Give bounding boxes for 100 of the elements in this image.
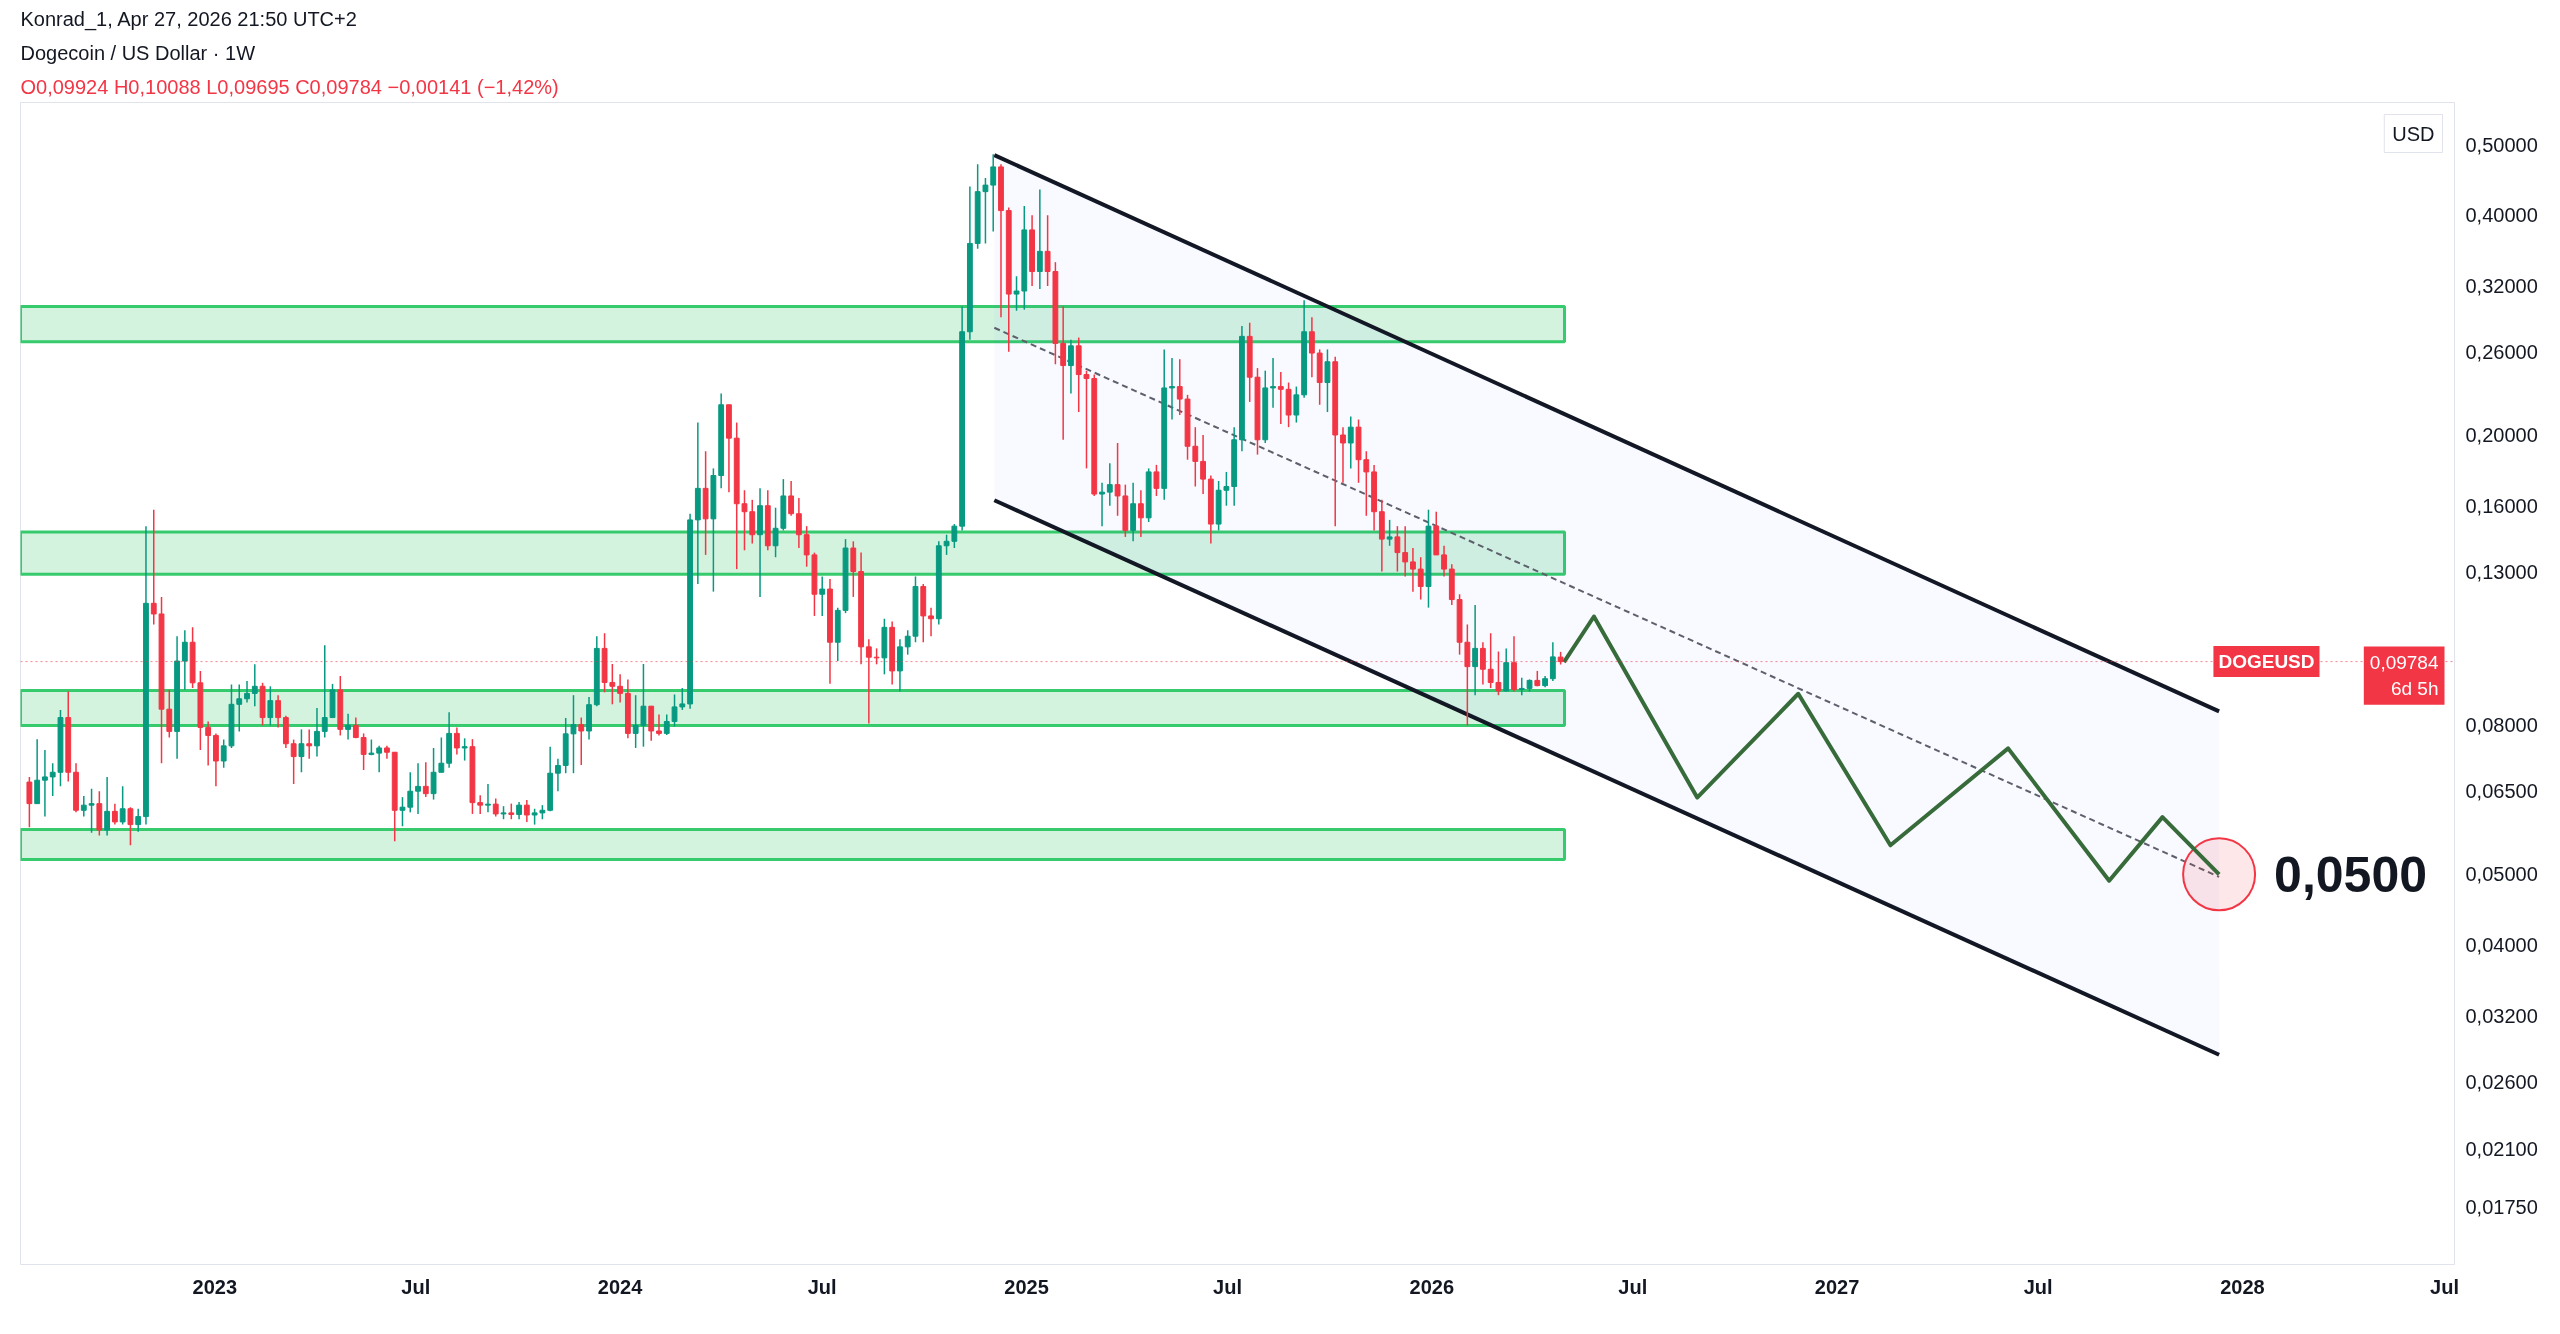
- candlestick: [1441, 545, 1447, 578]
- candlestick: [360, 732, 367, 771]
- y-tick-label: 0,02600: [2465, 1070, 2538, 1093]
- x-tick-label: Jul: [1213, 1275, 1242, 1298]
- candlestick: [244, 680, 250, 704]
- candlestick: [1549, 641, 1556, 682]
- candlestick: [1277, 371, 1284, 425]
- candlestick: [819, 575, 826, 617]
- candlestick: [220, 738, 227, 769]
- candlestick: [772, 506, 779, 558]
- candlestick: [251, 663, 258, 707]
- candlestick: [80, 795, 87, 818]
- candlestick: [1200, 434, 1206, 495]
- candlestick: [865, 638, 872, 725]
- candlestick: [555, 758, 561, 792]
- candlestick: [298, 728, 305, 774]
- candlestick: [430, 747, 437, 801]
- x-tick-label: 2028: [2220, 1275, 2265, 1298]
- candlestick: [1114, 442, 1121, 517]
- candlestick: [376, 745, 383, 774]
- candlestick: [26, 776, 33, 829]
- x-tick-label: Jul: [401, 1275, 431, 1298]
- y-tick-label: 0,05000: [2465, 863, 2538, 886]
- candlestick: [1223, 471, 1230, 507]
- candlestick: [570, 694, 577, 774]
- x-tick-label: Jul: [2023, 1275, 2053, 1298]
- candlestick: [1308, 316, 1315, 378]
- candlestick: [422, 761, 429, 798]
- candlestick: [1386, 519, 1393, 547]
- candlestick: [1324, 348, 1331, 413]
- x-tick-label: 2024: [597, 1275, 644, 1298]
- candlestick: [205, 720, 212, 767]
- candlestick: [656, 713, 662, 737]
- candlestick: [1340, 426, 1346, 484]
- candlestick: [1347, 415, 1354, 470]
- candlestick: [461, 737, 468, 762]
- candlestick: [267, 685, 274, 727]
- candlestick: [1013, 275, 1020, 312]
- x-tick-label: 2025: [1004, 1275, 1049, 1298]
- candlestick: [181, 629, 188, 691]
- candlestick: [1472, 604, 1479, 696]
- candlestick: [671, 693, 678, 728]
- candlestick: [1176, 358, 1183, 416]
- candlestick: [42, 749, 48, 818]
- annotation: 0,0500: [2274, 846, 2428, 903]
- x-tick-label: Jul: [807, 1275, 837, 1298]
- candlestick: [679, 687, 686, 711]
- candlestick: [1060, 305, 1067, 441]
- text: Konrad_1, Apr 27, 2026 21:50 UTC+2: [20, 7, 357, 31]
- y-tick-label: 0,01750: [2465, 1196, 2538, 1219]
- candlestick: [990, 153, 997, 233]
- candlestick: [415, 762, 421, 815]
- candlestick: [1402, 525, 1409, 578]
- y-tick-label: 0,26000: [2465, 340, 2538, 363]
- candlestick: [290, 738, 297, 785]
- candlestick: [111, 802, 118, 826]
- candlestick: [49, 762, 56, 797]
- y-tick-label: 0,50000: [2465, 133, 2538, 156]
- candlestick: [166, 689, 173, 739]
- candlestick: [1270, 357, 1276, 409]
- candlestick: [150, 508, 157, 626]
- candlestick: [485, 783, 491, 814]
- annotation: 0,09784: [2369, 652, 2439, 674]
- candlestick: [788, 480, 795, 517]
- candlestick: [795, 497, 802, 549]
- y-tick-label: 0,06500: [2465, 780, 2538, 803]
- annotation: 6d 5h: [2390, 677, 2439, 699]
- y-tick-label: 0,02100: [2465, 1138, 2538, 1161]
- candlestick: [314, 707, 320, 758]
- y-tick-label: 0,40000: [2465, 204, 2538, 227]
- chart-subtitle: O0,09924 H0,10088 L0,09695 C0,09784 −0,00141 (−1,42%): [20, 75, 559, 98]
- candlestick: [1394, 525, 1401, 573]
- candlestick: [275, 694, 282, 729]
- y-tick-label: 0,08000: [2465, 714, 2538, 737]
- ref-line-label: DOGEUSD: [2218, 651, 2315, 673]
- candlestick: [453, 726, 460, 756]
- candlestick: [904, 629, 911, 656]
- candlestick: [617, 673, 624, 704]
- y-tick-label: 0,03200: [2465, 1004, 2538, 1027]
- candlestick: [578, 716, 585, 766]
- candlestick: [928, 606, 934, 637]
- candlestick: [1479, 641, 1486, 686]
- x-tick-label: Jul: [2430, 1275, 2459, 1298]
- candlestick: [1518, 676, 1525, 696]
- candlestick: [663, 713, 670, 736]
- candlestick: [477, 794, 484, 815]
- candlestick: [1068, 339, 1074, 395]
- candlestick: [850, 540, 857, 598]
- candlestick: [1293, 385, 1300, 424]
- x-tick-label: Jul: [1618, 1275, 1648, 1298]
- candlestick: [345, 712, 351, 741]
- y-tick-label: 0,04000: [2465, 934, 2538, 957]
- y-tick-label: 0,32000: [2465, 275, 2538, 298]
- candlestick: [1036, 188, 1043, 290]
- candlestick: [88, 788, 95, 834]
- candlestick: [104, 776, 111, 837]
- candlestick: [1153, 464, 1160, 497]
- x-tick-label: 2026: [1409, 1275, 1455, 1298]
- y-axis-title: USD: [2392, 122, 2435, 145]
- candlestick: [1192, 426, 1199, 488]
